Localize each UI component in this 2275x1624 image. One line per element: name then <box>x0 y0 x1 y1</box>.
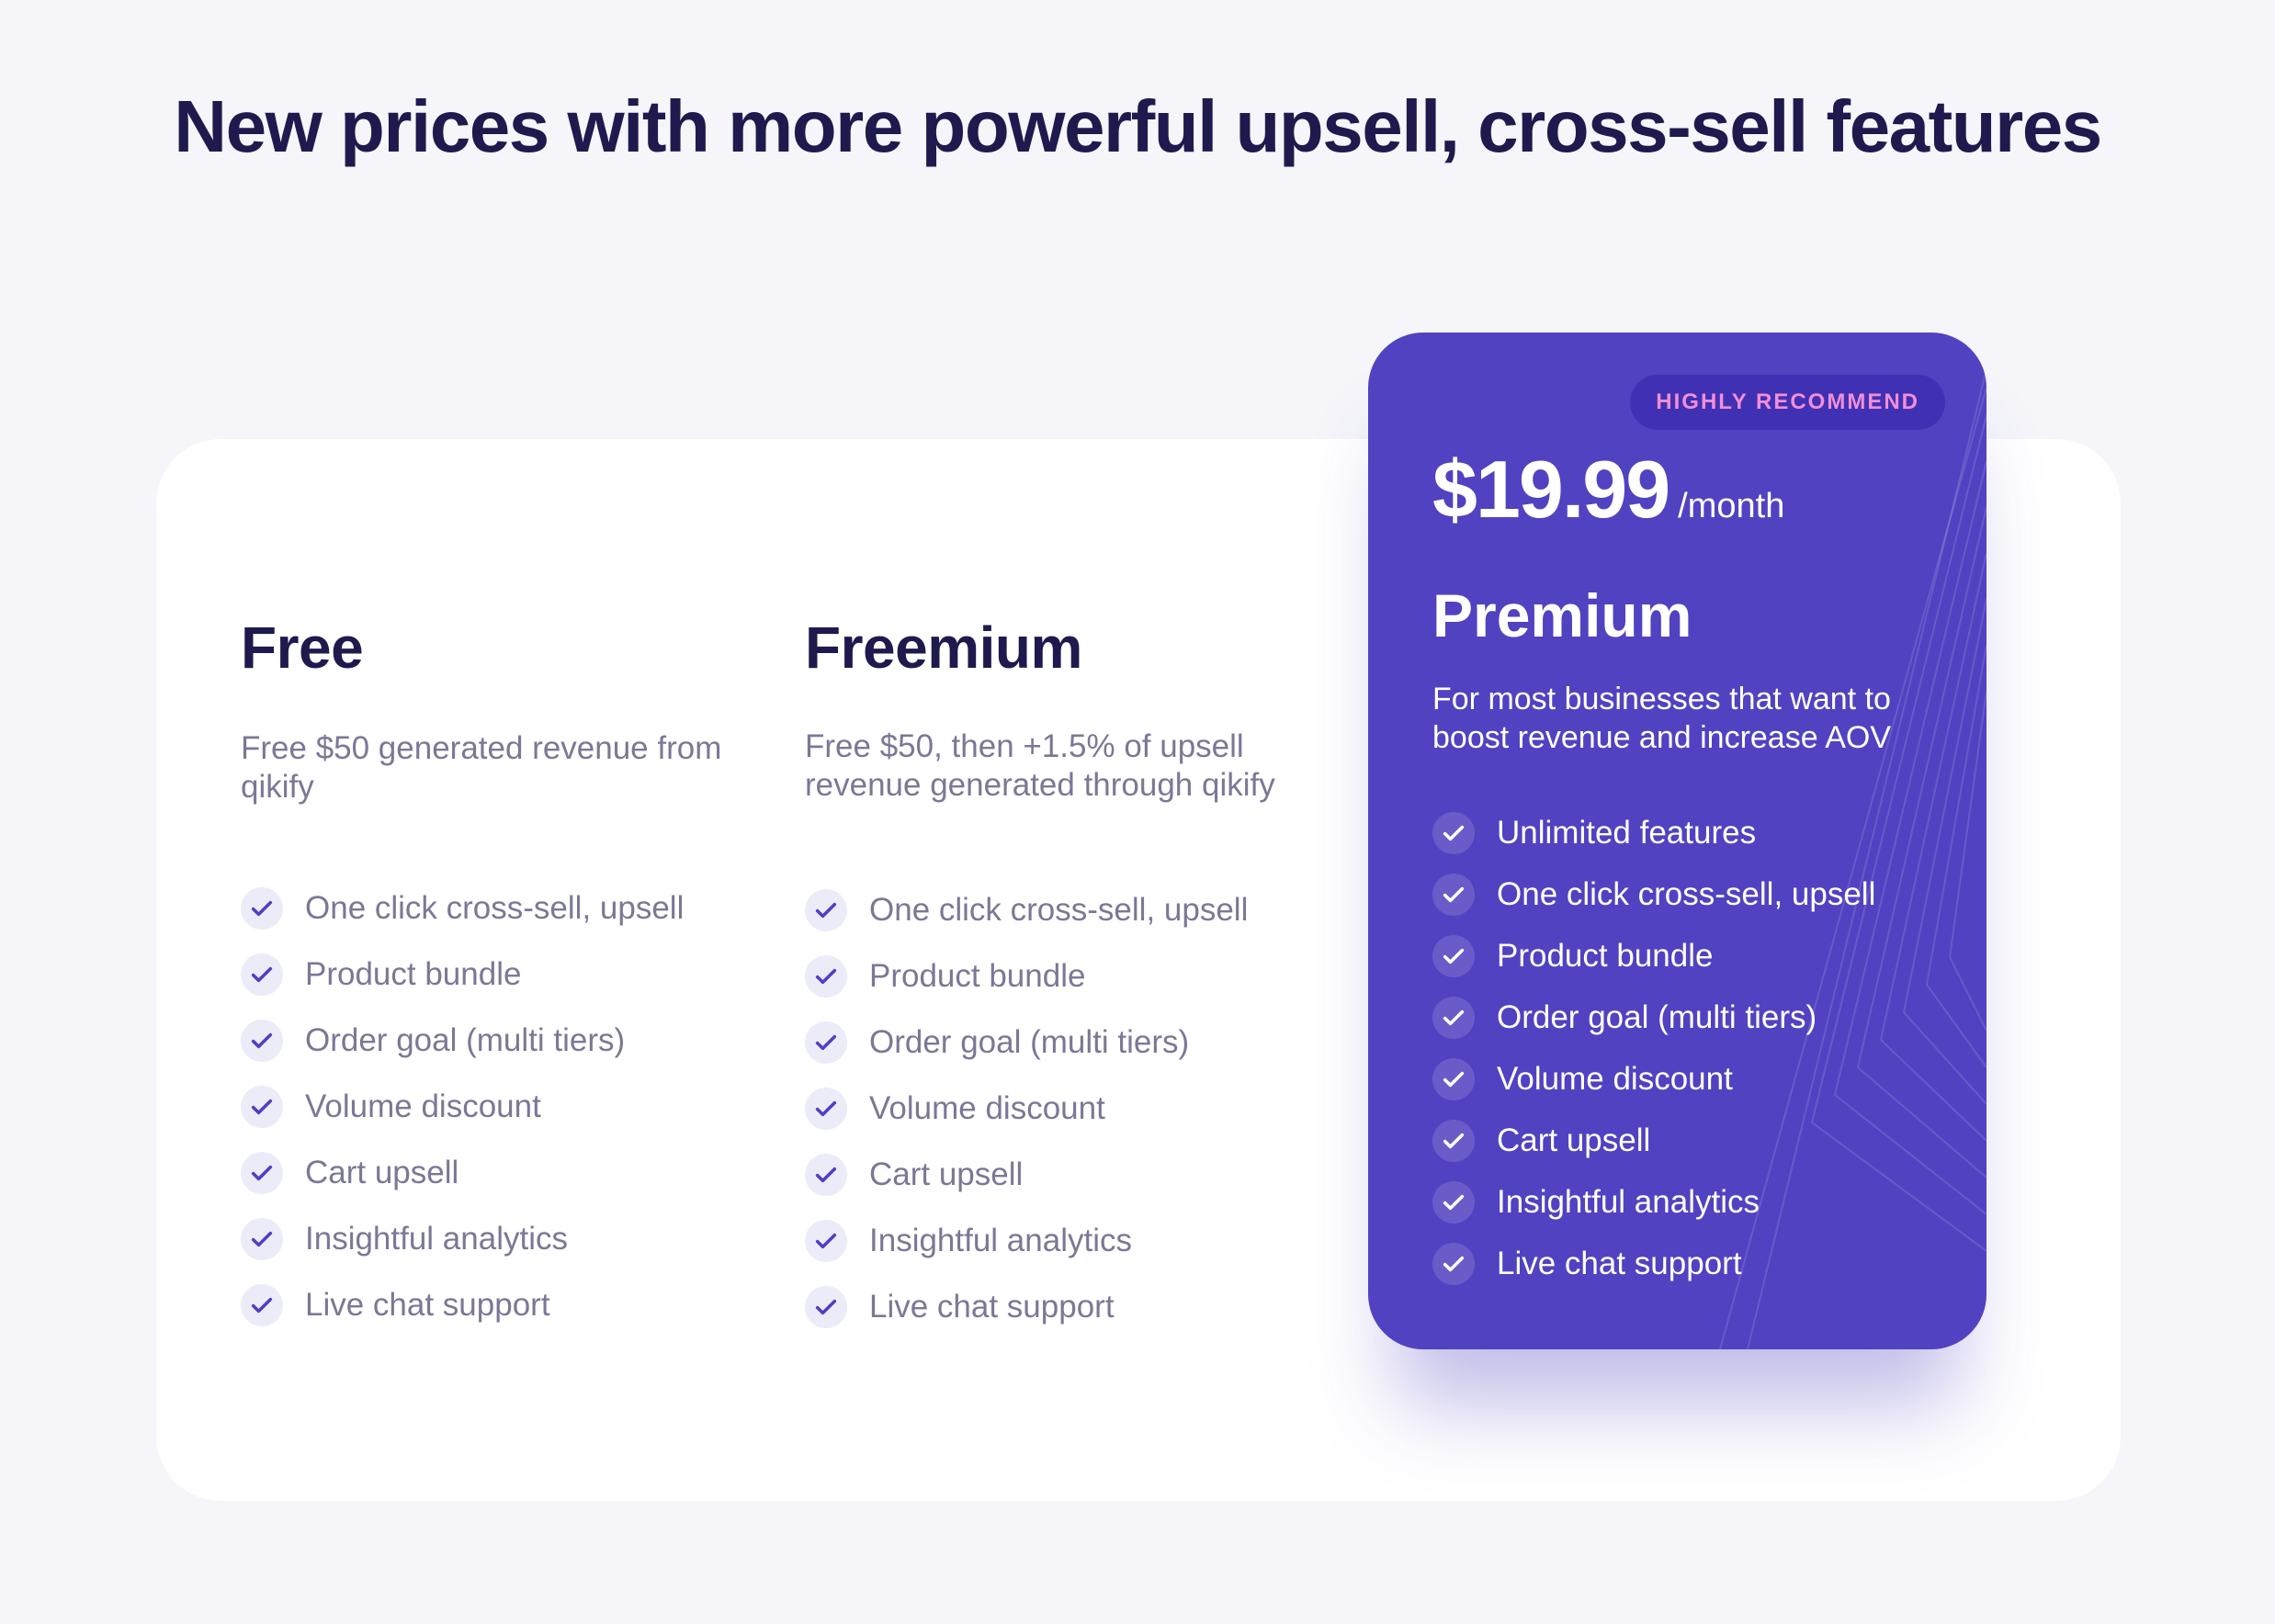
plan-name: Free <box>241 615 364 681</box>
plan-premium: HIGHLY RECOMMEND $19.99 /month Premium F… <box>1368 333 1986 1349</box>
feature-label: One click cross-sell, upsell <box>1497 875 1876 912</box>
check-icon <box>241 1152 283 1194</box>
feature-label: Volume discount <box>1497 1060 1733 1097</box>
price-period: /month <box>1678 487 1785 525</box>
plan-freemium: Freemium Free $50, then +1.5% of upsell … <box>805 614 1319 1328</box>
check-icon <box>241 1020 283 1062</box>
feature-list: One click cross-sell, upsell Product bun… <box>241 875 684 1338</box>
feature-label: Live chat support <box>869 1289 1115 1325</box>
feature-item: Order goal (multi tiers) <box>805 1009 1248 1076</box>
feature-label: Product bundle <box>869 958 1086 994</box>
feature-label: Product bundle <box>1497 937 1714 974</box>
price: $19.99 /month <box>1432 443 1784 536</box>
feature-item: Cart upsell <box>1432 1110 1875 1171</box>
check-icon <box>805 955 847 998</box>
feature-label: One click cross-sell, upsell <box>305 890 685 926</box>
feature-label: Insightful analytics <box>305 1221 568 1257</box>
check-icon <box>241 1218 283 1260</box>
plan-name: Freemium <box>805 615 1082 681</box>
feature-label: Unlimited features <box>1497 814 1757 851</box>
check-icon <box>241 887 283 930</box>
feature-item: Live chat support <box>1432 1233 1875 1294</box>
check-icon <box>805 1154 847 1196</box>
check-icon <box>805 889 847 931</box>
feature-label: Order goal (multi tiers) <box>1497 998 1817 1035</box>
feature-item: One click cross-sell, upsell <box>1432 863 1875 925</box>
feature-label: Live chat support <box>1497 1245 1742 1281</box>
feature-item: Product bundle <box>241 942 684 1008</box>
check-icon <box>1432 1119 1475 1162</box>
feature-item: Cart upsell <box>805 1142 1248 1208</box>
feature-item: Insightful analytics <box>241 1206 684 1272</box>
check-icon <box>241 953 283 996</box>
feature-item: Product bundle <box>1432 925 1875 987</box>
feature-label: Volume discount <box>869 1090 1105 1126</box>
feature-label: Insightful analytics <box>1497 1183 1760 1220</box>
check-icon <box>805 1021 847 1064</box>
check-icon <box>805 1220 847 1262</box>
plan-description: For most businesses that want to boost r… <box>1432 682 1891 755</box>
check-icon <box>1432 996 1475 1039</box>
recommended-badge: HIGHLY RECOMMEND <box>1630 375 1945 430</box>
check-icon <box>1432 1180 1475 1224</box>
check-icon <box>241 1284 283 1326</box>
feature-item: One click cross-sell, upsell <box>805 877 1248 943</box>
check-icon <box>805 1286 847 1328</box>
check-icon <box>1432 934 1475 977</box>
decorative-lines-pattern <box>1719 368 1986 1349</box>
feature-label: Cart upsell <box>1497 1122 1651 1158</box>
feature-label: Product bundle <box>305 956 522 992</box>
page-title: New prices with more powerful upsell, cr… <box>174 85 2102 167</box>
feature-label: Order goal (multi tiers) <box>869 1024 1190 1060</box>
feature-label: Order goal (multi tiers) <box>305 1022 626 1058</box>
check-icon <box>1432 1057 1475 1100</box>
feature-label: Cart upsell <box>869 1156 1024 1192</box>
feature-item: Unlimited features <box>1432 802 1875 863</box>
feature-item: Order goal (multi tiers) <box>1432 987 1875 1048</box>
feature-item: Order goal (multi tiers) <box>241 1008 684 1074</box>
feature-label: Volume discount <box>305 1088 541 1124</box>
plan-description: Free $50, then +1.5% of upsell revenue g… <box>805 728 1275 803</box>
feature-label: Cart upsell <box>305 1155 459 1190</box>
feature-item: One click cross-sell, upsell <box>241 875 684 942</box>
feature-item: Insightful analytics <box>805 1208 1248 1274</box>
check-icon <box>1432 811 1475 854</box>
plan-name: Premium <box>1432 581 1692 649</box>
feature-item: Product bundle <box>805 943 1248 1009</box>
check-icon <box>805 1088 847 1130</box>
plan-free: Free Free $50 generated revenue from qik… <box>241 614 755 1326</box>
feature-item: Volume discount <box>241 1074 684 1140</box>
feature-label: Insightful analytics <box>869 1223 1132 1258</box>
feature-item: Live chat support <box>241 1272 684 1338</box>
feature-label: One click cross-sell, upsell <box>869 892 1249 928</box>
feature-item: Insightful analytics <box>1432 1171 1875 1233</box>
feature-item: Volume discount <box>805 1076 1248 1142</box>
feature-label: Live chat support <box>305 1287 550 1323</box>
plan-description: Free $50 generated revenue from qikify <box>241 730 722 805</box>
feature-item: Cart upsell <box>241 1140 684 1206</box>
feature-list: One click cross-sell, upsell Product bun… <box>805 877 1248 1340</box>
price-amount: $19.99 <box>1432 444 1670 535</box>
feature-list: Unlimited features One click cross-sell,… <box>1432 802 1875 1294</box>
check-icon <box>1432 1242 1475 1285</box>
check-icon <box>241 1086 283 1128</box>
feature-item: Live chat support <box>805 1274 1248 1340</box>
feature-item: Volume discount <box>1432 1048 1875 1110</box>
check-icon <box>1432 873 1475 916</box>
